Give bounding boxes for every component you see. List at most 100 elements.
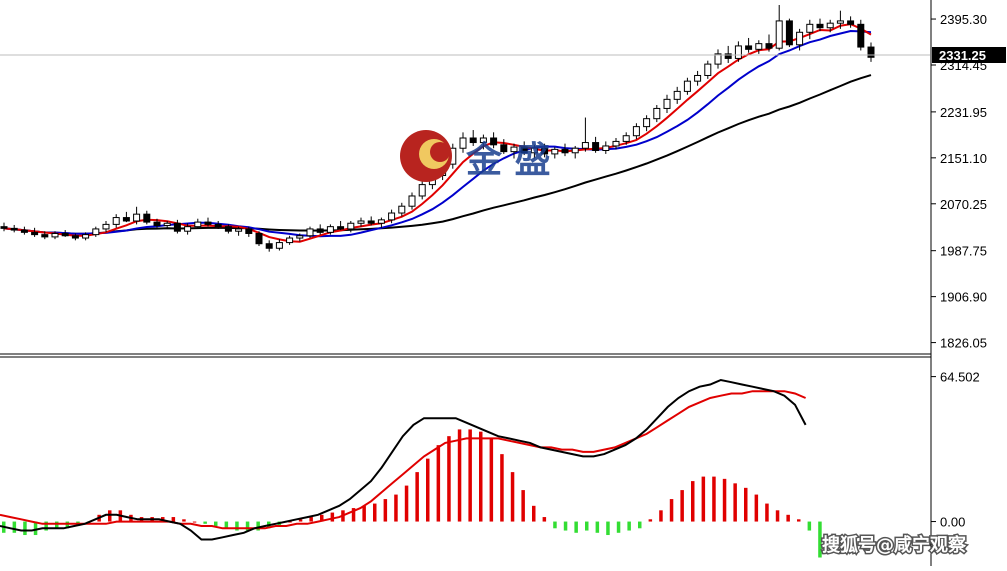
candle bbox=[632, 123, 640, 140]
candle-body bbox=[10, 227, 18, 231]
candle-body bbox=[643, 118, 651, 128]
macd-bar bbox=[786, 514, 790, 522]
candle-body bbox=[836, 20, 844, 24]
candle bbox=[316, 224, 324, 235]
candle-body bbox=[286, 237, 294, 244]
candle bbox=[92, 226, 100, 237]
candle-body bbox=[204, 221, 212, 225]
candle-body bbox=[31, 231, 39, 236]
macd-main-line bbox=[0, 378, 807, 541]
candle bbox=[704, 60, 712, 79]
candle bbox=[31, 227, 39, 237]
candle-body bbox=[663, 98, 671, 109]
candle bbox=[82, 232, 90, 241]
candle bbox=[775, 5, 783, 51]
candle bbox=[530, 144, 538, 159]
candle bbox=[275, 239, 283, 251]
candle bbox=[235, 226, 243, 236]
candle-body bbox=[398, 205, 406, 214]
macd-bar bbox=[532, 505, 536, 522]
macd-bar bbox=[648, 519, 653, 522]
candle-body bbox=[459, 137, 467, 149]
candle-body bbox=[530, 147, 538, 154]
candle-body bbox=[745, 45, 753, 50]
candle bbox=[377, 217, 385, 228]
macd-bar bbox=[55, 521, 59, 529]
candle-body bbox=[622, 135, 630, 142]
candle bbox=[102, 220, 110, 233]
candle-body bbox=[673, 90, 681, 100]
candle bbox=[224, 224, 232, 234]
candle-body bbox=[653, 107, 661, 120]
candle-body bbox=[561, 148, 569, 154]
candle bbox=[561, 143, 569, 157]
ma-slow-line bbox=[3, 74, 872, 235]
macd-bar bbox=[468, 429, 472, 522]
macd-bar bbox=[245, 521, 250, 531]
candle-body bbox=[571, 147, 579, 154]
candle-body bbox=[173, 222, 181, 232]
candle-body bbox=[265, 243, 273, 249]
candle-body bbox=[61, 232, 69, 237]
candle bbox=[694, 70, 702, 86]
watermark-text: 金 盛 bbox=[465, 139, 551, 181]
candle bbox=[806, 19, 814, 40]
candle-body bbox=[581, 142, 589, 149]
credit-watermark: 搜狐号@咸宁观察 bbox=[821, 533, 969, 558]
candle-body bbox=[612, 140, 620, 147]
candle bbox=[306, 226, 314, 239]
candle bbox=[326, 224, 334, 235]
candle bbox=[479, 134, 487, 150]
candle-body bbox=[694, 74, 702, 82]
candle-body bbox=[112, 217, 120, 225]
macd-tick-label: 64.502 bbox=[940, 370, 980, 385]
candle-body bbox=[347, 222, 355, 230]
candle bbox=[184, 223, 192, 235]
macd-bar bbox=[585, 521, 589, 531]
candle-body bbox=[224, 226, 232, 232]
candle bbox=[357, 217, 365, 227]
candle bbox=[541, 143, 549, 158]
candle bbox=[61, 230, 69, 237]
macd-bar bbox=[457, 429, 462, 522]
candle bbox=[20, 226, 28, 235]
candle bbox=[592, 136, 600, 153]
macd-bar bbox=[404, 485, 409, 522]
candle-body bbox=[316, 228, 324, 233]
candle-body bbox=[0, 226, 8, 229]
candle-body bbox=[418, 184, 426, 197]
candle bbox=[296, 233, 304, 242]
price-tick-label: 2395.30 bbox=[940, 12, 987, 27]
candle-body bbox=[194, 221, 202, 228]
macd-bar bbox=[500, 454, 504, 522]
macd-bar bbox=[108, 510, 112, 522]
candle bbox=[734, 41, 742, 62]
candle bbox=[347, 220, 355, 233]
price-tick-label: 1987.75 bbox=[940, 244, 987, 259]
candle bbox=[163, 220, 171, 229]
candle-body bbox=[714, 53, 722, 65]
macd-bar bbox=[722, 478, 727, 522]
candle-body bbox=[357, 220, 365, 224]
candle bbox=[765, 34, 773, 52]
candle bbox=[245, 226, 253, 237]
macd-signal-line bbox=[0, 390, 806, 530]
candle-body bbox=[857, 23, 865, 48]
candle bbox=[10, 224, 18, 233]
candle-body bbox=[377, 219, 385, 224]
macd-bar bbox=[563, 521, 568, 531]
candle bbox=[214, 220, 222, 229]
watermark: 金 盛 bbox=[400, 130, 551, 182]
macd-bar bbox=[383, 499, 388, 522]
candle-body bbox=[551, 148, 559, 155]
candle bbox=[255, 231, 263, 246]
macd-bar bbox=[807, 521, 812, 531]
price-tick-label: 2151.10 bbox=[940, 151, 987, 166]
candle bbox=[836, 10, 844, 29]
macd-bar bbox=[288, 521, 292, 523]
candle-body bbox=[337, 226, 345, 230]
candle bbox=[602, 141, 610, 154]
candle bbox=[337, 220, 345, 231]
candle bbox=[173, 219, 181, 234]
